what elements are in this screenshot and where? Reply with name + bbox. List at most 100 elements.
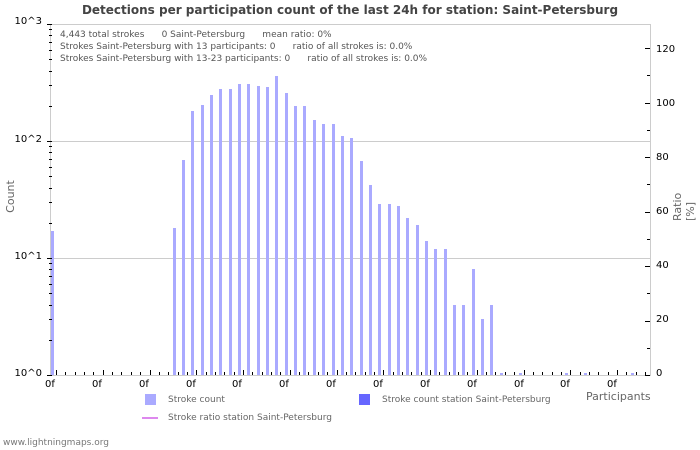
x-tick-label: 0f xyxy=(186,379,196,390)
y2-tick-label: 80 xyxy=(656,152,669,163)
y-tick xyxy=(49,293,52,295)
bar xyxy=(172,228,176,375)
x-tick xyxy=(299,372,301,375)
bar xyxy=(406,217,410,375)
x-tick xyxy=(607,372,609,375)
y-tick-label: 10^2 xyxy=(14,134,42,145)
plot-area xyxy=(50,24,651,376)
x-tick xyxy=(243,370,244,375)
bar xyxy=(425,240,428,375)
y-tick xyxy=(49,166,52,168)
y-tick-label: 10^1 xyxy=(14,251,42,262)
bar xyxy=(350,138,354,375)
y-tick xyxy=(49,304,52,306)
bar xyxy=(630,373,634,375)
bar xyxy=(256,86,260,375)
gridline-10-2 xyxy=(50,141,650,142)
y2-tick xyxy=(645,102,650,104)
y-tick xyxy=(47,141,52,142)
y-tick xyxy=(49,85,52,87)
x-tick xyxy=(551,372,553,375)
y-tick xyxy=(49,159,52,161)
x-tick xyxy=(383,370,385,375)
y-tick xyxy=(49,49,52,51)
bar xyxy=(396,205,400,375)
y-tick xyxy=(49,283,52,285)
bar xyxy=(284,92,288,375)
y2-tick xyxy=(647,293,650,295)
x-tick xyxy=(233,372,235,375)
x-tick xyxy=(514,372,516,375)
bar xyxy=(275,75,279,375)
x-tick xyxy=(196,370,198,375)
y-tick xyxy=(49,222,52,224)
y2-tick-label: 20 xyxy=(656,314,669,325)
x-tick xyxy=(588,372,590,375)
x-tick-label: 0f xyxy=(326,379,336,390)
legend-swatch-stroke-ratio xyxy=(142,417,158,419)
x-tick-label: 0f xyxy=(607,379,617,390)
y-tick xyxy=(49,152,52,154)
y2-tick xyxy=(645,266,650,267)
x-tick xyxy=(205,372,207,375)
y-tick xyxy=(49,146,52,148)
bar xyxy=(471,269,475,375)
y-tick xyxy=(49,176,52,178)
x-axis-title: Participants xyxy=(586,390,651,403)
y-tick xyxy=(49,339,52,341)
legend-stroke-count-station: Stroke count station Saint-Petersburg xyxy=(382,395,551,405)
bar xyxy=(583,373,587,375)
bar xyxy=(340,136,344,375)
y2-tick xyxy=(647,75,650,77)
x-tick xyxy=(364,372,366,375)
y-tick xyxy=(47,375,52,376)
y2-tick-label: 60 xyxy=(656,206,669,217)
bar xyxy=(462,304,466,375)
bar xyxy=(490,304,494,375)
x-tick-label: 0f xyxy=(560,379,570,390)
y-tick xyxy=(49,105,52,107)
bar xyxy=(219,89,223,375)
y2-tick-label: 120 xyxy=(656,44,676,55)
y-tick-label: 10^3 xyxy=(14,16,42,27)
y-tick xyxy=(49,269,52,271)
y-tick xyxy=(49,202,52,204)
x-tick xyxy=(635,372,637,375)
legend-swatch-stroke-count-station xyxy=(359,394,370,405)
x-tick xyxy=(504,372,506,375)
bar xyxy=(181,159,185,375)
bar xyxy=(368,185,372,375)
x-tick xyxy=(495,372,497,375)
bar xyxy=(443,248,447,375)
x-tick xyxy=(186,372,188,375)
footer-credit: www.lightningmaps.org xyxy=(3,438,109,448)
info-line-2: Strokes Saint-Petersburg with 13 partici… xyxy=(60,42,413,52)
x-tick-label: 0f xyxy=(139,379,149,390)
y2-tick-label: 100 xyxy=(656,98,676,109)
bar xyxy=(453,304,457,375)
x-tick xyxy=(570,370,572,375)
y2-axis-title: Ratio [%] xyxy=(671,192,697,221)
y-tick xyxy=(49,42,52,44)
x-tick xyxy=(327,372,329,375)
x-tick xyxy=(626,372,628,375)
x-tick xyxy=(168,372,170,375)
x-tick xyxy=(317,372,319,375)
legend-stroke-ratio: Stroke ratio station Saint-Petersburg xyxy=(168,413,332,423)
y-tick xyxy=(49,70,52,72)
x-tick xyxy=(112,372,114,375)
x-tick xyxy=(280,372,282,375)
bar xyxy=(266,87,270,375)
bar xyxy=(200,105,204,375)
bar xyxy=(322,123,326,375)
x-tick xyxy=(420,372,422,375)
x-tick xyxy=(214,372,216,375)
x-tick xyxy=(65,372,67,375)
x-tick xyxy=(439,372,441,375)
x-tick xyxy=(458,372,460,375)
x-tick xyxy=(401,372,403,375)
x-tick-label: 0f xyxy=(467,379,477,390)
x-tick xyxy=(336,370,338,375)
bar xyxy=(191,111,195,375)
bar xyxy=(209,94,213,375)
